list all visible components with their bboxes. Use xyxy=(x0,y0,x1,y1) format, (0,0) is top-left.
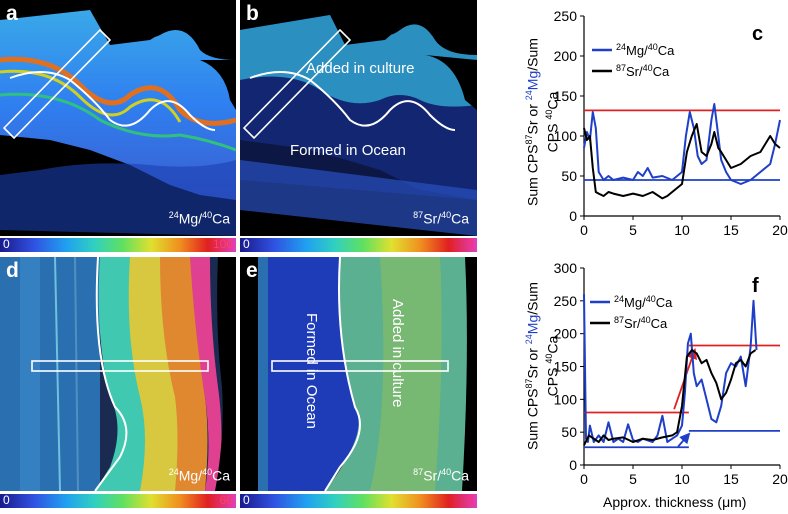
legend-label: 24Mg/40Ca xyxy=(614,294,673,310)
panel-letter-c: c xyxy=(752,23,763,45)
y-tick-label: 250 xyxy=(554,8,578,24)
panel-a-map: a 24Mg/40Ca xyxy=(0,0,236,236)
y-tick-label: 0 xyxy=(569,457,577,473)
sr-ca-map-e xyxy=(240,257,477,491)
colorbar-d-max: 60 xyxy=(219,493,233,507)
panel-d-ion-label: 24Mg/40Ca xyxy=(168,467,230,484)
x-tick-label: 15 xyxy=(723,471,739,487)
colorbar-b-max: 5 xyxy=(467,237,474,251)
series-line-1 xyxy=(583,123,781,200)
x-tick-label: 20 xyxy=(772,471,788,487)
legend-label: 24Mg/40Ca xyxy=(616,42,675,58)
panel-e-ion-label: 87Sr/40Ca xyxy=(413,467,469,484)
colorbar-d: 0 60 xyxy=(0,493,236,508)
y-tick-label: 200 xyxy=(554,326,578,342)
mg-ca-map-d xyxy=(0,257,236,491)
mg-ca-map-a xyxy=(0,0,236,236)
panel-b-ion-label: 87Sr/40Ca xyxy=(413,210,469,227)
panel-e-map: e Formed in Ocean Added in culture 87Sr/… xyxy=(240,257,477,491)
chart-c: 0 50 100 150 200 250 0 5 10 15 20 24Mg/40Ca 87Sr/40C… xyxy=(540,0,788,250)
y-tick-label: 50 xyxy=(561,168,577,184)
panel-letter-d: d xyxy=(6,259,19,282)
colorbar-a-max: 100 xyxy=(212,237,233,251)
panel-letter-a: a xyxy=(6,2,18,25)
region-label-formed-in-ocean-e: Formed in Ocean xyxy=(303,313,320,429)
sr-ca-map-b xyxy=(240,0,477,236)
x-tick-label: 10 xyxy=(674,471,690,487)
series-line-1 xyxy=(583,349,757,446)
x-axis-title: Approx. thickness (μm) xyxy=(603,494,747,510)
colorbar-a: 0 100 xyxy=(0,237,236,252)
region-label-added-in-culture-b: Added in culture xyxy=(306,60,415,77)
colorbar-b: 0 5 xyxy=(240,237,477,252)
panel-b-map: b Added in culture Formed in Ocean 87Sr/… xyxy=(240,0,477,236)
chart-f: 0 50 100 150 200 250 300 0 5 10 15 20 24Mg/40Ca 87Sr/… xyxy=(540,258,788,490)
panel-letter-e: e xyxy=(246,259,258,282)
x-tick-label: 15 xyxy=(723,222,739,238)
colorbar-b-min: 0 xyxy=(243,237,250,251)
x-tick-label: 0 xyxy=(580,471,588,487)
trend-arrow xyxy=(677,432,691,448)
y-tick-label: 150 xyxy=(554,359,578,375)
x-tick-label: 20 xyxy=(772,222,788,238)
chart-f-svg: 0 50 100 150 200 250 300 0 5 10 15 20 24Mg/40Ca 87Sr/… xyxy=(554,260,788,487)
region-label-formed-in-ocean-b: Formed in Ocean xyxy=(290,142,406,159)
series-line-0 xyxy=(583,294,758,443)
colorbar-e-min: 0 xyxy=(243,493,250,507)
x-tick-label: 5 xyxy=(629,222,637,238)
y-tick-label: 250 xyxy=(554,293,578,309)
y-tick-label: 50 xyxy=(561,424,577,440)
y-tick-label: 0 xyxy=(569,208,577,224)
region-label-added-in-culture-e: Added in culture xyxy=(389,299,406,408)
y-tick-label: 100 xyxy=(554,391,578,407)
y-tick-label: 100 xyxy=(554,128,578,144)
chart-c-svg: 0 50 100 150 200 250 0 5 10 15 20 24Mg/40Ca 87Sr/40C… xyxy=(554,8,788,238)
panel-letter-b: b xyxy=(246,2,259,25)
colorbar-e: 0 5 xyxy=(240,493,477,508)
colorbar-d-min: 0 xyxy=(3,493,10,507)
x-tick-label: 5 xyxy=(629,471,637,487)
x-tick-label: 0 xyxy=(580,222,588,238)
series-line-0 xyxy=(583,103,781,185)
panel-a-ion-label: 24Mg/40Ca xyxy=(168,210,230,227)
legend-label: 87Sr/40Ca xyxy=(616,63,670,79)
panel-d-map: d 24Mg/40Ca xyxy=(0,257,236,491)
y-tick-label: 300 xyxy=(554,260,578,276)
panel-letter-f: f xyxy=(752,275,759,297)
colorbar-a-min: 0 xyxy=(3,237,10,251)
colorbar-e-max: 5 xyxy=(467,493,474,507)
y-tick-label: 150 xyxy=(554,88,578,104)
y-tick-label: 200 xyxy=(554,48,578,64)
x-tick-label: 10 xyxy=(674,222,690,238)
legend-label: 87Sr/40Ca xyxy=(614,315,668,331)
